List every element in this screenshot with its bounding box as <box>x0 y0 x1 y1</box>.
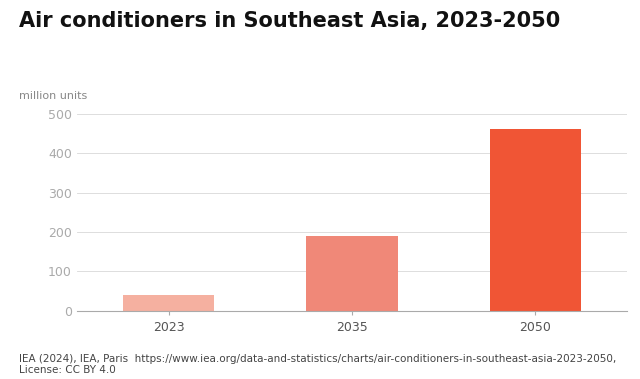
Text: Air conditioners in Southeast Asia, 2023-2050: Air conditioners in Southeast Asia, 2023… <box>19 11 561 31</box>
Bar <box>123 295 214 311</box>
Bar <box>490 130 581 311</box>
Bar <box>306 236 398 311</box>
Text: million units: million units <box>19 91 88 101</box>
Text: IEA (2024), IEA, Paris  https://www.iea.org/data-and-statistics/charts/air-condi: IEA (2024), IEA, Paris https://www.iea.o… <box>19 354 616 375</box>
